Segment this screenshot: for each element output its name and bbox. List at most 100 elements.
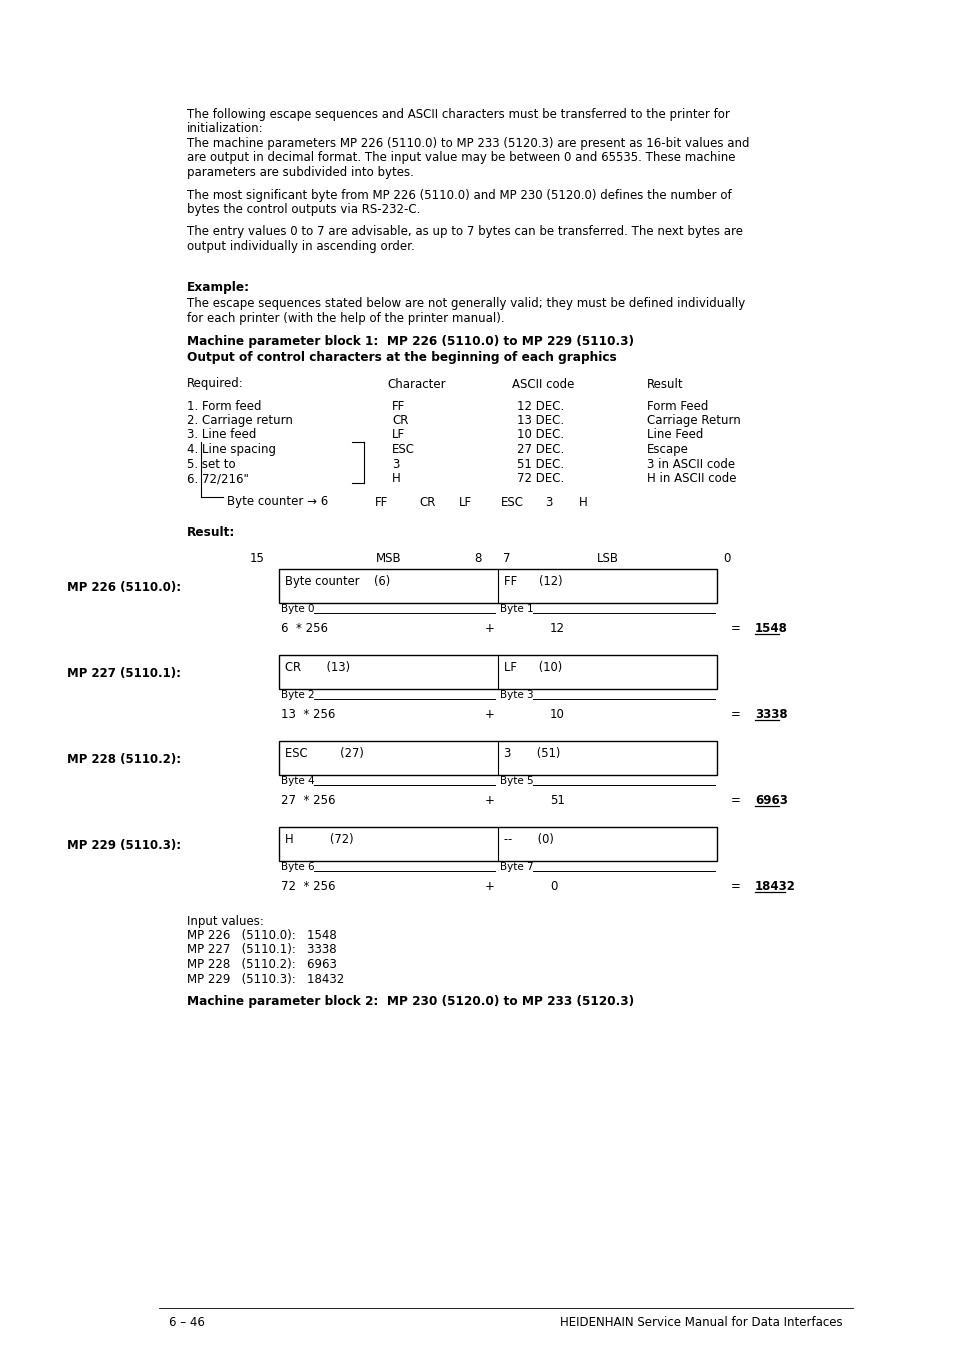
- Text: 10 DEC.: 10 DEC.: [517, 428, 563, 442]
- Text: =: =: [730, 623, 740, 635]
- Text: FF: FF: [375, 496, 388, 508]
- Text: Byte 3: Byte 3: [499, 690, 533, 701]
- Text: FF: FF: [392, 400, 405, 412]
- Text: Byte 4: Byte 4: [281, 777, 314, 786]
- Text: 13 DEC.: 13 DEC.: [517, 413, 563, 427]
- Text: 12: 12: [550, 623, 564, 635]
- Text: The most significant byte from MP 226 (5110.0) and MP 230 (5120.0) defines the n: The most significant byte from MP 226 (5…: [187, 189, 731, 201]
- Text: CR: CR: [418, 496, 435, 508]
- Text: H          (72): H (72): [285, 832, 354, 846]
- Text: 12 DEC.: 12 DEC.: [517, 400, 563, 412]
- Text: Byte 7: Byte 7: [499, 862, 533, 873]
- Text: MSB: MSB: [375, 553, 401, 566]
- Text: for each printer (with the help of the printer manual).: for each printer (with the help of the p…: [187, 312, 504, 326]
- Text: H: H: [578, 496, 587, 508]
- Text: H: H: [392, 471, 400, 485]
- Text: 3: 3: [544, 496, 552, 508]
- Text: MP 229   (5110.3):   18432: MP 229 (5110.3): 18432: [187, 973, 344, 985]
- Text: MP 229 (5110.3):: MP 229 (5110.3):: [67, 839, 181, 852]
- Text: 0: 0: [722, 553, 730, 566]
- Text: 7: 7: [502, 553, 510, 566]
- Text: =: =: [730, 794, 740, 808]
- Bar: [278, 740, 717, 774]
- Text: LF: LF: [458, 496, 472, 508]
- Text: Byte counter → 6: Byte counter → 6: [227, 496, 328, 508]
- Text: --       (0): -- (0): [503, 832, 554, 846]
- Text: MP 226   (5110.0):   1548: MP 226 (5110.0): 1548: [187, 929, 336, 942]
- Text: Required:: Required:: [187, 377, 244, 390]
- Text: Byte 6: Byte 6: [281, 862, 314, 873]
- Text: +: +: [484, 623, 495, 635]
- Text: 3 in ASCII code: 3 in ASCII code: [646, 458, 735, 470]
- Text: 10: 10: [550, 708, 564, 721]
- Text: Form Feed: Form Feed: [646, 400, 708, 412]
- Text: 15: 15: [250, 553, 265, 566]
- Text: Result: Result: [646, 377, 683, 390]
- Text: Example:: Example:: [187, 281, 250, 293]
- Text: 2. Carriage return: 2. Carriage return: [187, 413, 293, 427]
- Text: Character: Character: [387, 377, 445, 390]
- Text: 6. 72/216": 6. 72/216": [187, 471, 249, 485]
- Text: ESC         (27): ESC (27): [285, 747, 363, 759]
- Text: ASCII code: ASCII code: [512, 377, 574, 390]
- Text: 3. Line feed: 3. Line feed: [187, 428, 256, 442]
- Text: CR: CR: [392, 413, 408, 427]
- Text: The machine parameters MP 226 (5110.0) to MP 233 (5120.3) are present as 16-bit : The machine parameters MP 226 (5110.0) t…: [187, 136, 749, 150]
- Text: parameters are subdivided into bytes.: parameters are subdivided into bytes.: [187, 166, 414, 178]
- Text: Byte 1: Byte 1: [499, 604, 533, 615]
- Text: 6  * 256: 6 * 256: [281, 623, 328, 635]
- Text: 3       (51): 3 (51): [503, 747, 559, 759]
- Bar: [278, 569, 717, 603]
- Text: 1. Form feed: 1. Form feed: [187, 400, 261, 412]
- Text: output individually in ascending order.: output individually in ascending order.: [187, 240, 415, 253]
- Text: Output of control characters at the beginning of each graphics: Output of control characters at the begi…: [187, 351, 616, 365]
- Text: Carriage Return: Carriage Return: [646, 413, 740, 427]
- Text: LF: LF: [392, 428, 405, 442]
- Text: MP 228 (5110.2):: MP 228 (5110.2):: [67, 753, 181, 766]
- Text: Byte 2: Byte 2: [281, 690, 314, 701]
- Text: H in ASCII code: H in ASCII code: [646, 471, 736, 485]
- Text: Byte counter    (6): Byte counter (6): [285, 574, 390, 588]
- Text: =: =: [730, 881, 740, 893]
- Text: 6963: 6963: [754, 794, 787, 808]
- Text: 6 – 46: 6 – 46: [169, 1316, 205, 1329]
- Text: Result:: Result:: [187, 527, 235, 539]
- Text: MP 227 (5110.1):: MP 227 (5110.1):: [67, 667, 181, 680]
- Bar: [278, 654, 717, 689]
- Text: Escape: Escape: [646, 443, 688, 457]
- Text: are output in decimal format. The input value may be between 0 and 65535. These : are output in decimal format. The input …: [187, 151, 735, 165]
- Text: FF      (12): FF (12): [503, 574, 562, 588]
- Text: Line Feed: Line Feed: [646, 428, 702, 442]
- Text: =: =: [730, 708, 740, 721]
- Bar: [278, 827, 717, 861]
- Text: 13  * 256: 13 * 256: [281, 708, 335, 721]
- Text: CR       (13): CR (13): [285, 661, 350, 674]
- Text: 0: 0: [550, 881, 557, 893]
- Text: HEIDENHAIN Service Manual for Data Interfaces: HEIDENHAIN Service Manual for Data Inter…: [559, 1316, 842, 1329]
- Text: 27 DEC.: 27 DEC.: [517, 443, 563, 457]
- Text: ESC: ESC: [392, 443, 415, 457]
- Text: 5. set to: 5. set to: [187, 458, 235, 470]
- Text: MP 226 (5110.0):: MP 226 (5110.0):: [67, 581, 181, 594]
- Text: LF      (10): LF (10): [503, 661, 561, 674]
- Text: 3: 3: [392, 458, 399, 470]
- Text: +: +: [484, 708, 495, 721]
- Text: Machine parameter block 1:  MP 226 (5110.0) to MP 229 (5110.3): Machine parameter block 1: MP 226 (5110.…: [187, 335, 634, 347]
- Text: +: +: [484, 794, 495, 808]
- Text: initialization:: initialization:: [187, 123, 263, 135]
- Text: 8: 8: [475, 553, 481, 566]
- Text: 1548: 1548: [754, 623, 787, 635]
- Text: Byte 5: Byte 5: [499, 777, 533, 786]
- Text: Input values:: Input values:: [187, 915, 264, 928]
- Text: 27  * 256: 27 * 256: [281, 794, 335, 808]
- Text: +: +: [484, 881, 495, 893]
- Text: bytes the control outputs via RS-232-C.: bytes the control outputs via RS-232-C.: [187, 203, 420, 216]
- Text: MP 227   (5110.1):   3338: MP 227 (5110.1): 3338: [187, 943, 336, 957]
- Text: Machine parameter block 2:  MP 230 (5120.0) to MP 233 (5120.3): Machine parameter block 2: MP 230 (5120.…: [187, 994, 634, 1008]
- Text: 51 DEC.: 51 DEC.: [517, 458, 563, 470]
- Text: 72  * 256: 72 * 256: [281, 881, 335, 893]
- Text: 4. Line spacing: 4. Line spacing: [187, 443, 275, 457]
- Text: LSB: LSB: [596, 553, 618, 566]
- Text: The following escape sequences and ASCII characters must be transferred to the p: The following escape sequences and ASCII…: [187, 108, 729, 122]
- Text: The entry values 0 to 7 are advisable, as up to 7 bytes can be transferred. The : The entry values 0 to 7 are advisable, a…: [187, 226, 742, 239]
